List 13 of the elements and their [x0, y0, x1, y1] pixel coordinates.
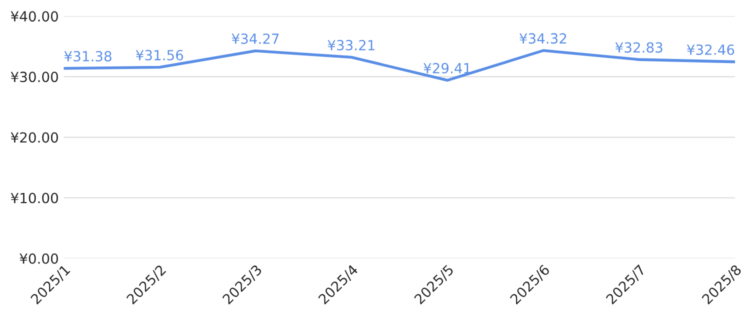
data-label: ¥31.38 — [64, 50, 112, 62]
y-tick-label: ¥40.00 — [10, 11, 58, 22]
y-tick-label: ¥0.00 — [20, 253, 58, 264]
data-label: ¥29.41 — [424, 62, 470, 74]
data-label: ¥33.21 — [328, 40, 374, 50]
y-tick-label: ¥30.00 — [10, 72, 58, 82]
y-tick-label: ¥20.00 — [10, 132, 58, 143]
data-label: ¥32.46 — [686, 44, 734, 55]
data-label: ¥34.27 — [232, 33, 279, 44]
data-label: ¥32.83 — [615, 42, 662, 53]
y-tick-label: ¥10.00 — [10, 192, 58, 204]
data-label: ¥34.32 — [519, 33, 566, 44]
data-label: ¥31.56 — [136, 50, 184, 60]
